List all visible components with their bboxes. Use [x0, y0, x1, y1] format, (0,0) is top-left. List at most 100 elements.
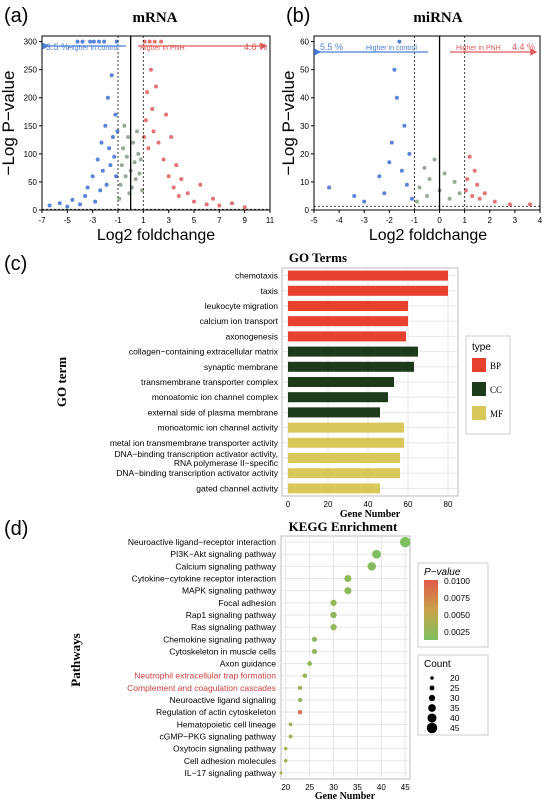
mrna-point-up [143, 118, 148, 123]
mirna-left-text: Higher in control [366, 45, 417, 52]
go-legend-label: BP [490, 361, 501, 371]
kegg-dot [288, 734, 293, 739]
panel-label-b: (b) [286, 5, 310, 27]
mrna-point-up [176, 194, 181, 198]
mrna-x-tick-label: 11 [266, 216, 275, 225]
go-bar [288, 392, 388, 403]
kegg-dot [330, 611, 337, 619]
mrna-y-tick-label: 150 [24, 122, 38, 131]
kegg-dot [284, 746, 288, 751]
panel-label-c: (c) [4, 253, 27, 275]
count-legend-box [417, 654, 489, 736]
count-legend-title: Count [424, 659, 451, 670]
mrna-point-down [105, 95, 110, 100]
mirna-point-up [492, 199, 497, 204]
mrna-x-label: Log2 foldchange [97, 227, 215, 244]
mirna-point-down [352, 194, 357, 198]
mrna-y-tick-label: 50 [28, 178, 37, 187]
mirna-point-up [465, 177, 470, 182]
mrna-left-text: Higher in control [68, 45, 119, 52]
mirna-y-tick-label: 0 [305, 206, 310, 215]
mrna-point-ns [122, 123, 127, 128]
kegg-pathway-label: MAPK signaling pathway [182, 586, 277, 596]
mrna-point-down [104, 182, 109, 187]
mirna-x-tick-label: -5 [310, 216, 318, 225]
mrna-right-text: Higher in PNH [140, 45, 185, 52]
mirna-points [314, 36, 540, 210]
go-bar [288, 300, 408, 312]
go-legend-label: CC [490, 385, 502, 395]
mrna-y-tick-label: 250 [24, 66, 38, 75]
mrna-point-down [107, 146, 112, 151]
mrna-x-tick-label: -7 [38, 216, 46, 225]
go-type-legend: type BP CC MF [465, 335, 511, 435]
go-legend-label: MF [490, 409, 503, 419]
go-bar [288, 452, 400, 464]
mrna-y-tick-label: 200 [24, 94, 38, 103]
mrna-x-tick-label: 5 [192, 216, 197, 225]
mrna-point-ns [138, 157, 143, 162]
go-bar [288, 468, 400, 479]
count-legend-label: 35 [450, 703, 460, 713]
mirna-point-up [528, 202, 532, 207]
go-term-label: external side of plasma membrane [148, 407, 279, 417]
mirna-point-down [407, 151, 412, 156]
mirna-point-down [362, 199, 367, 204]
mrna-points [42, 36, 270, 210]
mrna-point-down [99, 140, 104, 145]
mrna-point-down [85, 185, 90, 190]
go-x-tick-label: 60 [404, 500, 413, 509]
mirna-y-tick-label: 40 [300, 94, 309, 103]
go-legend-swatch [472, 406, 486, 420]
pvalue-tick-label: 0.0025 [444, 627, 470, 637]
mirna-point-ns [457, 191, 462, 196]
mrna-point-down [75, 39, 80, 44]
go-x-tick-label: 0 [286, 500, 291, 509]
kegg-pathway-label: Cytoskeleton in muscle cells [169, 646, 276, 656]
mrna-x-tick-label: -5 [64, 216, 72, 225]
mrna-point-down [97, 39, 101, 44]
mirna-y-tick-label: 10 [300, 178, 309, 187]
go-legend-swatch [472, 358, 486, 372]
mrna-point-up [161, 157, 166, 162]
kegg-x-tick-label: 40 [377, 783, 386, 792]
mirna-point-down [394, 95, 399, 100]
mrna-point-down [95, 157, 100, 162]
mrna-point-ns [133, 177, 138, 182]
kegg-plot-frame [280, 535, 411, 780]
mrna-point-up [169, 135, 174, 139]
count-legend-label: 45 [450, 723, 460, 733]
kegg-pathway-label: Neutrophil extracellular trap formation [134, 671, 276, 681]
count-legend-dot [429, 685, 435, 691]
mrna-point-up [198, 182, 203, 187]
mrna-x-tick-label: -1 [114, 216, 122, 225]
mirna-x-tick-label: -3 [361, 216, 369, 225]
mrna-title: mRNA [133, 10, 178, 26]
mrna-point-ns [119, 163, 124, 168]
kegg-pathway-label: PI3K−Akt signaling pathway [170, 549, 276, 559]
go-x-tick-label: 80 [444, 500, 453, 509]
mrna-point-ns [136, 151, 141, 156]
pvalue-gradient [424, 580, 438, 640]
mrna-point-up [151, 129, 156, 134]
go-term-label: gated channel activity [196, 483, 278, 493]
mrna-point-up [230, 201, 234, 206]
mirna-point-up [475, 182, 480, 187]
count-legend-dot [428, 704, 436, 712]
mrna-x-tick-label: 7 [217, 216, 222, 225]
mirna-point-ns [425, 194, 429, 198]
mrna-point-down [103, 123, 108, 128]
kegg-dot [367, 562, 377, 571]
mrna-y-tick-label: 0 [33, 206, 38, 215]
kegg-pathway-label: Rap1 signaling pathway [186, 610, 277, 620]
kegg-dot [344, 587, 352, 595]
mirna-point-ns [447, 196, 452, 201]
kegg-pathway-label: Focal adhesion [218, 598, 276, 608]
mrna-point-down [91, 39, 96, 44]
go-title: GO Terms [289, 250, 347, 265]
mrna-point-up [242, 205, 247, 210]
kegg-pathway-label: Neuroactive ligand−receptor interaction [128, 537, 276, 547]
